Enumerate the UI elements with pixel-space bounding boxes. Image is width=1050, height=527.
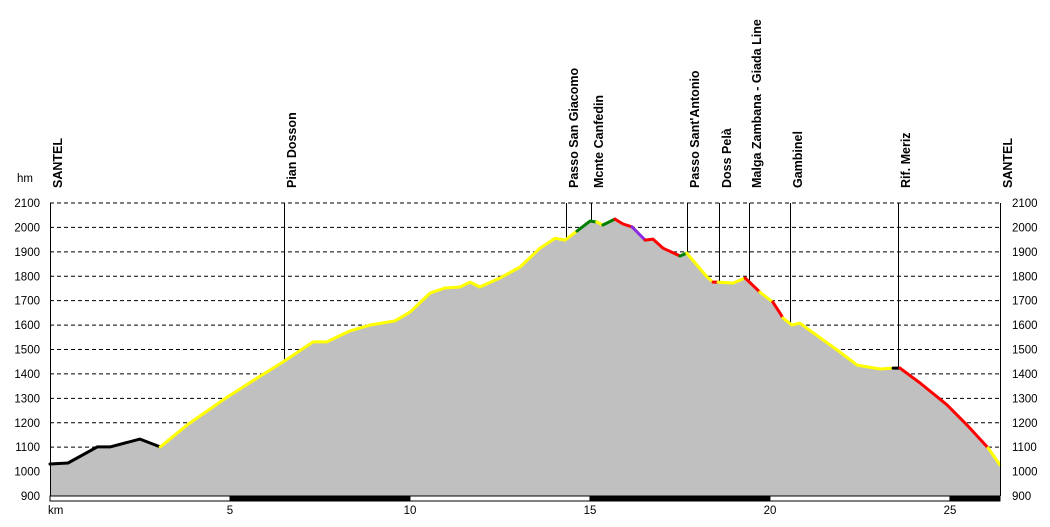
waypoint-label: Passo San Giacomo (567, 67, 581, 188)
profile-segment (48, 437, 162, 466)
y-tick-label-right: 1100 (1012, 442, 1037, 454)
y-tick-label-right: 1800 (1012, 271, 1038, 283)
profile-segment (643, 237, 682, 258)
x-axis-label: km (48, 505, 63, 517)
y-tick-label-left: 1500 (14, 345, 40, 357)
x-tick-label: 10 (404, 505, 417, 517)
waypoint-label: Malga Zambana - Giada Line (750, 19, 764, 188)
y-tick-label-left: 900 (21, 491, 40, 503)
y-tick-label-left: 1800 (14, 271, 40, 283)
profile-segment (758, 290, 775, 304)
y-axis-label: hm (17, 173, 33, 185)
y-tick-label-right: 1500 (1012, 345, 1038, 357)
waypoint-label: Doss Pelà (720, 128, 734, 188)
profile-segment (601, 217, 617, 227)
x-tick-label: 15 (584, 505, 597, 517)
y-tick-label-left: 1900 (14, 247, 40, 259)
y-tick-label-left: 1200 (14, 418, 40, 430)
y-tick-label-left: 1000 (14, 467, 40, 479)
distance-scale-bar (229, 495, 411, 502)
waypoint-label: Gambinel (791, 131, 805, 188)
distance-scale-bar (949, 495, 1001, 502)
profile-segment (771, 300, 785, 320)
profile-segment (781, 316, 895, 371)
y-tick-label-right: 1400 (1012, 369, 1038, 381)
profile-segment (986, 446, 1002, 467)
y-tick-label-right: 2000 (1012, 222, 1038, 234)
x-tick-label: 20 (764, 505, 777, 517)
y-tick-label-right: 1300 (1012, 393, 1038, 405)
profile-segment (685, 251, 715, 284)
profile-segment (743, 276, 762, 294)
y-tick-label-left: 1600 (14, 320, 40, 332)
distance-scale-bar (769, 495, 951, 502)
distance-scale-bar (589, 495, 771, 502)
waypoint-label: SANTEL (51, 138, 65, 188)
y-tick-label-left: 2000 (14, 222, 40, 234)
profile-line (48, 217, 1002, 467)
profile-segment (630, 225, 647, 242)
waypoint-label: Mcnte Canfedin (592, 95, 606, 188)
profile-fill (50, 219, 1000, 496)
waypoint-label: Rif. Meriz (899, 132, 913, 188)
profile-segment (898, 366, 990, 450)
y-tick-label-left: 2100 (14, 198, 40, 210)
waypoint-label: SANTEL (1001, 138, 1015, 188)
profile-area (50, 219, 1000, 496)
y-tick-label-left: 1400 (14, 369, 40, 381)
y-tick-label-right: 1900 (1012, 247, 1038, 259)
waypoint-label: Passo Sant'Antonio (688, 70, 702, 188)
y-tick-label-right: 1000 (1012, 467, 1038, 479)
y-tick-label-right: 1700 (1012, 296, 1038, 308)
axes: 900 900 1000 1000 1100 1100 1200 1200 1300 1300 14… (14, 198, 1037, 517)
distance-scale-bar (409, 495, 591, 502)
profile-segment (575, 219, 599, 233)
profile-segment (158, 229, 579, 449)
y-tick-label-right: 1600 (1012, 320, 1038, 332)
y-tick-label-left: 1300 (14, 393, 40, 405)
y-tick-label-left: 1700 (14, 296, 40, 308)
waypoint-markers: SANTEL Pian Dosson Passo San Giacomo Mcnte … (51, 19, 1015, 369)
x-tick-label: 25 (944, 505, 957, 517)
profile-segment (716, 276, 747, 285)
y-tick-label-right: 1200 (1012, 418, 1038, 430)
x-tick-label: 5 (227, 505, 233, 517)
y-tick-label-left: 1100 (15, 442, 40, 454)
y-tick-label-right: 2100 (1012, 198, 1038, 210)
profile-segment (613, 217, 634, 229)
waypoint-label: Pian Dosson (285, 112, 299, 188)
y-tick-label-right: 900 (1012, 491, 1031, 503)
distance-scale-bar (49, 495, 231, 502)
